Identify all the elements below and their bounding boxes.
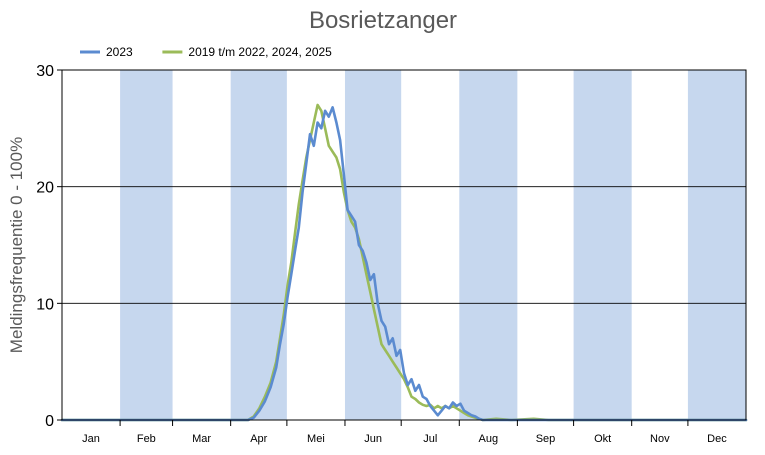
month-band-jun [344, 70, 402, 420]
x-tick-label-apr: Apr [250, 433, 267, 445]
x-tick-labels: Jan Feb Mar Apr Mei Jun Jul Aug Sep Okt Nov Dec [82, 420, 727, 445]
legend-label: 2019 t/m 2022, 2024, 2025 [188, 45, 332, 59]
month-band-apr [230, 70, 287, 420]
y-axis-label: Meldingsfrequentie 0 - 100% [7, 137, 26, 353]
y-tick-label: 30 [36, 63, 54, 80]
legend-label: 2023 [106, 45, 133, 59]
y-tick-label: 0 [45, 413, 54, 430]
y-tick-label: 20 [36, 180, 54, 197]
x-tick-label-nov: Nov [650, 433, 670, 445]
month-band-feb [120, 70, 173, 420]
y-tick-label: 10 [36, 296, 54, 313]
series-line-2023 [60, 106, 748, 422]
month-band-aug [459, 70, 518, 420]
x-tick-label-jan: Jan [82, 433, 100, 445]
x-tick-label-mei: Mei [307, 433, 325, 445]
series-layer [60, 103, 748, 422]
gridlines [62, 186, 746, 304]
x-tick-label-dec: Dec [707, 433, 727, 445]
month-band-dec [687, 70, 746, 420]
chart-title: Bosrietzanger [309, 7, 457, 34]
x-tick-label-jun: Jun [364, 433, 382, 445]
x-tick-label-okt: Okt [594, 433, 611, 445]
x-tick-label-mar: Mar [192, 433, 211, 445]
x-tick-label-sep: Sep [536, 433, 556, 445]
plot-frame [61, 69, 747, 421]
month-bands [120, 70, 746, 420]
month-band-okt [573, 70, 632, 420]
x-tick-label-jul: Jul [423, 433, 437, 445]
x-tick-label-feb: Feb [137, 433, 156, 445]
legend: 2023 2019 t/m 2022, 2024, 2025 [80, 45, 332, 59]
y-tick-labels: 0 10 20 30 [36, 63, 62, 430]
x-tick-label-aug: Aug [479, 433, 499, 445]
series-line-2019-t-m-2022-2024-2025 [60, 103, 748, 422]
